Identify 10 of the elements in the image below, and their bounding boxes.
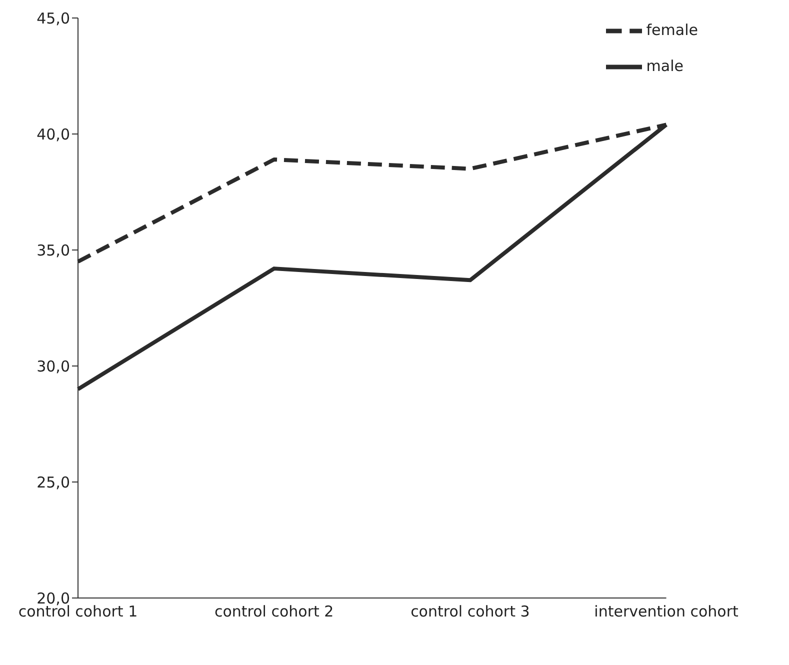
x-tick-label: intervention cohort bbox=[594, 602, 739, 621]
x-tick-label: control cohort 2 bbox=[214, 602, 334, 621]
y-tick-label: 25,0 bbox=[36, 473, 70, 492]
legend-label: female bbox=[646, 21, 698, 40]
y-tick-label: 30,0 bbox=[36, 357, 70, 376]
legend-label: male bbox=[646, 57, 684, 76]
y-tick-label: 45,0 bbox=[36, 9, 70, 28]
y-tick-label: 40,0 bbox=[36, 125, 70, 144]
y-tick-label: 35,0 bbox=[36, 241, 70, 260]
x-tick-label: control cohort 3 bbox=[410, 602, 530, 621]
